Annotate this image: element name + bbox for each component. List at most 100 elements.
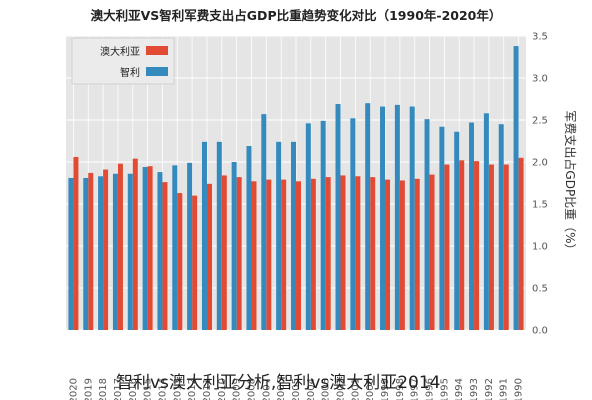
- bar-chile: [454, 131, 460, 330]
- bar-australia: [429, 174, 435, 330]
- y-tick-label: 3.5: [532, 32, 548, 43]
- bar-chile: [335, 104, 341, 330]
- x-tick-label: 1998: [395, 378, 406, 400]
- x-tick-label: 2014: [157, 378, 168, 400]
- bar-australia: [414, 178, 420, 330]
- bar-chile: [305, 123, 311, 330]
- bar-australia: [325, 177, 331, 330]
- x-tick-label: 2009: [232, 378, 243, 400]
- bar-chile: [365, 103, 371, 330]
- y-tick-label: 1.0: [532, 242, 548, 253]
- x-tick-label: 1996: [425, 378, 436, 400]
- bar-chile: [187, 162, 193, 330]
- bar-australia: [251, 181, 257, 330]
- x-tick-label: 2005: [291, 378, 302, 400]
- bar-chile: [246, 146, 252, 330]
- bar-australia: [488, 164, 494, 330]
- bar-chile: [172, 165, 178, 330]
- chart-title: 澳大利亚VS智利军费支出占GDP比重趋势变化对比（1990年-2020年）: [91, 8, 502, 23]
- bar-australia: [503, 164, 509, 330]
- bar-australia: [370, 177, 376, 330]
- x-tick-label: 2017: [113, 378, 124, 400]
- x-tick-label: 2004: [306, 378, 317, 400]
- bar-chile: [276, 141, 282, 330]
- x-tick-label: 1995: [439, 378, 450, 400]
- x-tick-label: 2000: [365, 378, 376, 400]
- bar-australia: [385, 179, 391, 330]
- bar-australia: [73, 156, 79, 330]
- bar-chile: [439, 126, 445, 330]
- bar-chile: [409, 106, 415, 330]
- legend-swatch-australia: [146, 46, 168, 55]
- x-tick-label: 1997: [410, 378, 421, 400]
- bar-chile: [68, 177, 74, 330]
- legend: 澳大利亚 智利: [71, 37, 175, 85]
- bar-australia: [236, 177, 242, 330]
- bar-chile: [142, 167, 148, 330]
- bar-chile: [424, 119, 430, 330]
- bar-chile: [261, 114, 267, 331]
- legend-box: [71, 37, 175, 85]
- bar-chile: [157, 172, 163, 330]
- x-tick-label: 2020: [68, 378, 79, 400]
- bar-chile: [83, 177, 89, 330]
- y-tick-label: 3.0: [532, 74, 548, 85]
- bar-australia: [206, 183, 212, 330]
- x-tick-label: 2008: [246, 378, 257, 400]
- legend-label-chile: 智利: [120, 66, 140, 79]
- bar-chile: [127, 173, 133, 330]
- x-tick-label: 2019: [83, 378, 94, 400]
- bar-australia: [132, 158, 138, 330]
- bar-chile: [98, 176, 104, 330]
- bar-chile: [469, 122, 475, 331]
- bar-australia: [281, 179, 287, 330]
- x-tick-label: 1990: [514, 378, 525, 400]
- bar-australia: [474, 161, 480, 330]
- caption-text: 智利vs澳大利亚分析,智利vs澳大利亚2014: [116, 373, 441, 393]
- y-axis-label: 军费支出占GDP比重（%）: [563, 110, 578, 255]
- bar-chile: [498, 124, 504, 330]
- bar-australia: [103, 169, 109, 330]
- x-tick-label: 2007: [261, 378, 272, 400]
- y-axis: 0.0 0.5 1.0 1.5 2.0 2.5 3.0 3.5: [532, 32, 548, 337]
- x-tick-label: 1992: [484, 378, 495, 400]
- bar-australia: [340, 175, 346, 330]
- x-tick-label: 2010: [217, 378, 228, 400]
- bar-australia: [444, 164, 450, 330]
- y-tick-label: 1.5: [532, 200, 548, 211]
- bar-australia: [310, 178, 316, 330]
- x-tick-label: 2016: [128, 378, 139, 400]
- x-tick-label: 2001: [350, 378, 361, 400]
- bar-chile: [231, 162, 237, 330]
- bar-chile: [291, 141, 296, 330]
- bar-australia: [162, 182, 168, 330]
- x-tick-label: 2018: [98, 378, 109, 400]
- y-tick-label: 0.0: [532, 326, 548, 337]
- x-tick-label: 2012: [187, 378, 198, 400]
- bar-australia: [266, 179, 272, 330]
- bar-australia: [221, 175, 227, 330]
- bar-australia: [147, 166, 153, 330]
- y-tick-label: 2.5: [532, 116, 548, 127]
- x-tick-label: 2003: [321, 378, 332, 400]
- x-tick-label: 2011: [202, 378, 213, 400]
- bar-australia: [296, 181, 301, 330]
- bar-australia: [88, 172, 94, 330]
- bar-chile: [216, 141, 222, 330]
- bar-chile: [394, 104, 400, 330]
- bar-australia: [117, 163, 123, 330]
- bar-australia: [192, 195, 198, 330]
- bars: [68, 46, 524, 331]
- x-tick-label: 2015: [143, 378, 154, 400]
- bar-australia: [177, 193, 183, 330]
- bar-chile: [350, 118, 356, 330]
- bar-australia: [518, 157, 524, 330]
- bar-australia: [399, 180, 405, 330]
- bar-chile: [380, 106, 386, 330]
- bar-australia: [355, 176, 361, 330]
- y-tick-label: 2.0: [532, 158, 548, 169]
- x-tick-label: 2006: [276, 378, 287, 400]
